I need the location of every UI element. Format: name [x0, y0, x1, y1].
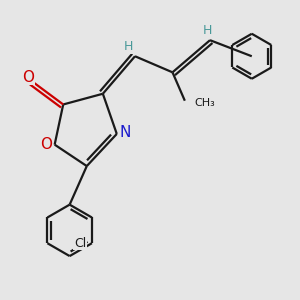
Text: H: H — [202, 24, 212, 37]
Text: O: O — [40, 137, 52, 152]
Text: O: O — [22, 70, 34, 85]
Text: N: N — [119, 125, 130, 140]
Text: H: H — [124, 40, 133, 53]
Text: Cl: Cl — [74, 237, 86, 250]
Text: CH₃: CH₃ — [194, 98, 215, 108]
